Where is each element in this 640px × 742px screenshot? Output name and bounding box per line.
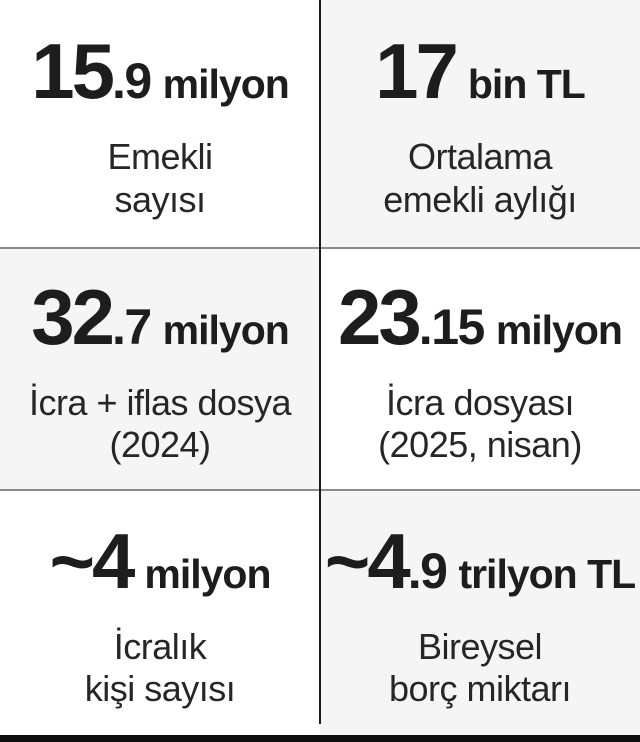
stat-value-decimal: .9 — [407, 542, 448, 599]
stat-unit: milyon — [495, 306, 623, 353]
stat-value-big: 32 — [31, 272, 115, 361]
stat-label-line1: Ortalama — [407, 136, 553, 178]
stat-label-line2: emekli aylığı — [383, 178, 577, 220]
stat-label-line2: (2024) — [109, 424, 211, 465]
stat-cell-bireysel-borc-miktari: ~4.9 trilyon TL Bireysel borç miktarı — [320, 491, 640, 735]
stat-label: İcralık kişi sayısı — [85, 626, 236, 710]
stats-row-3: ~4 milyon İcralık kişi sayısı ~4.9 trilyon… — [0, 491, 640, 735]
stat-label: Ortalama emekli aylığı — [383, 136, 577, 220]
stats-row-2: 32.7 milyon İcra + iflas dosya (2024) 23.… — [0, 249, 640, 489]
stat-cell-icra-dosyasi: 23.15 milyon İcra dosyası (2025, nisan) — [320, 249, 640, 489]
stat-label-line2: (2025, nisan) — [378, 424, 582, 465]
stat-value-big: ~4 — [324, 516, 411, 605]
stat-label-line1: Bireysel — [417, 625, 543, 667]
stat-unit: milyon — [144, 550, 271, 597]
stat-value: 32.7 milyon — [31, 272, 290, 361]
stat-label: İcra dosyası (2025, nisan) — [378, 382, 582, 466]
stat-label-line2: sayısı — [114, 178, 206, 220]
stat-unit: trilyon TL — [458, 550, 636, 597]
stat-label-line1: İcralık — [113, 625, 207, 667]
stat-value: 23.15 milyon — [338, 272, 623, 361]
stat-label-line1: İcra + iflas dosya — [28, 381, 292, 423]
stat-value: ~4 milyon — [49, 516, 271, 605]
stat-unit: milyon — [162, 306, 290, 353]
vertical-divider — [319, 0, 321, 724]
stat-value: 17 bin TL — [375, 27, 586, 116]
stat-value-decimal: .7 — [111, 298, 152, 355]
stat-unit: milyon — [162, 61, 290, 108]
stat-label: Bireysel borç miktarı — [388, 625, 572, 710]
stat-cell-ortalama-emekli-ayligi: 17 bin TL Ortalama emekli aylığı — [320, 0, 640, 247]
stat-cell-icra-iflas-dosya: 32.7 milyon İcra + iflas dosya (2024) — [0, 249, 320, 489]
stat-value: 15.9 milyon — [31, 27, 290, 116]
stat-label-line2: borç miktarı — [388, 668, 572, 709]
bottom-bar — [0, 735, 640, 742]
stat-label: Emekli sayısı — [107, 136, 213, 220]
stat-value-big: 17 — [375, 27, 459, 116]
stat-value-decimal: .15 — [418, 298, 486, 355]
stat-label: İcra + iflas dosya (2024) — [28, 381, 292, 466]
stat-cell-icralik-kisi-sayisi: ~4 milyon İcralık kişi sayısı — [0, 491, 320, 735]
stat-label-line2: kişi sayısı — [84, 668, 236, 709]
stat-value-big: 23 — [338, 272, 422, 361]
stat-cell-emekli-sayisi: 15.9 milyon Emekli sayısı — [0, 0, 320, 247]
stats-row-1: 15.9 milyon Emekli sayısı 17 bin TL Ortala… — [0, 0, 640, 247]
stat-value-big: ~4 — [49, 516, 135, 605]
stat-label-line1: İcra dosyası — [385, 381, 575, 423]
stat-value-big: 15 — [31, 27, 115, 116]
stat-value-decimal: .9 — [111, 53, 152, 110]
stat-unit: bin TL — [467, 61, 586, 108]
stat-value: ~4.9 trilyon TL — [324, 516, 636, 605]
stat-label-line1: Emekli — [107, 136, 213, 178]
